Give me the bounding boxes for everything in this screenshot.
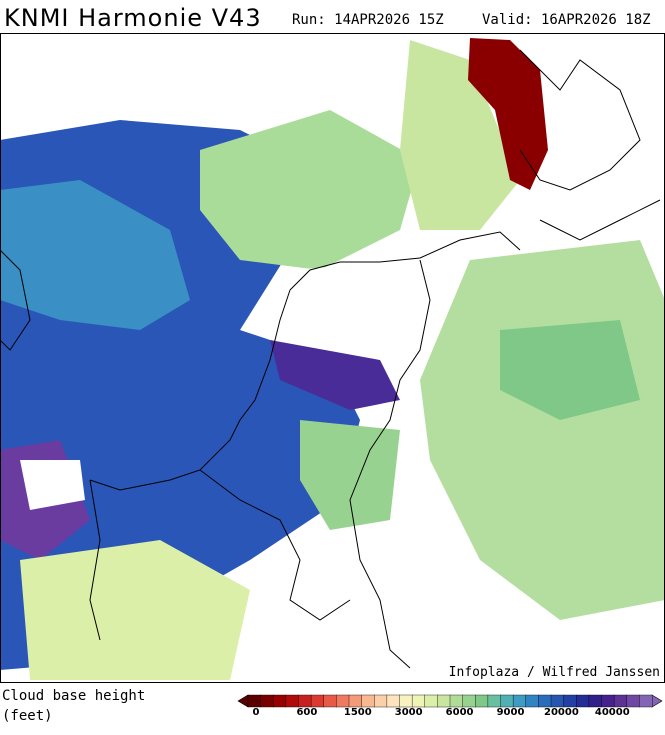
- colorbar-swatch: [437, 694, 451, 708]
- colorbar: 0 600 1500 3000 6000 9000 20000 40000: [237, 694, 663, 718]
- colorbar-label: 600: [296, 707, 317, 718]
- clear-area: [0, 70, 130, 130]
- colorbar-swatch: [336, 694, 350, 708]
- clear-area: [20, 460, 85, 510]
- cloud-field-low: [400, 40, 520, 230]
- cloud-field-top: [270, 340, 400, 410]
- legend-title: Cloud base height: [2, 688, 145, 704]
- cloud-field-mid: [0, 180, 190, 330]
- map-area: Infoplaza / Wilfred Janssen: [0, 33, 665, 683]
- colorbar-label: 40000: [595, 707, 630, 718]
- colorbar-label: 3000: [395, 707, 423, 718]
- cloud-field-low: [200, 110, 420, 270]
- colorbar-swatch: [361, 694, 375, 708]
- colorbar-swatch: [449, 694, 464, 708]
- colorbar-swatch: [298, 694, 312, 708]
- colorbar-swatch: [576, 694, 590, 708]
- colorbar-swatch: [374, 694, 388, 708]
- colorbar-swatch: [538, 694, 552, 708]
- colorbar-swatch: [525, 694, 539, 708]
- colorbar-label: 1500: [344, 707, 372, 718]
- colorbar-swatch: [550, 694, 565, 708]
- run-time: Run: 14APR2026 15Z: [292, 12, 444, 28]
- cloud-field-fog: [468, 38, 548, 190]
- clear-area: [290, 260, 440, 360]
- colorbar-label: 9000: [497, 707, 525, 718]
- colorbar-label: 0: [253, 707, 260, 718]
- colorbar-swatch: [601, 694, 615, 708]
- coastlines: [0, 49, 661, 669]
- colorbar-swatch: [462, 694, 476, 708]
- colorbar-swatch: [285, 694, 300, 708]
- colorbar-swatch: [260, 694, 274, 708]
- cloud-field-low: [20, 540, 250, 680]
- colorbar-swatch: [563, 694, 577, 708]
- colorbar-swatch: [613, 694, 628, 708]
- legend-title: (feet): [2, 708, 53, 724]
- colorbar-swatch: [500, 694, 514, 708]
- colorbar-arrow: [651, 694, 663, 708]
- colorbar-swatch: [323, 694, 337, 708]
- title: KNMI Harmonie V43: [4, 4, 262, 32]
- colorbar-swatch: [247, 694, 262, 708]
- colorbar-swatch: [348, 694, 363, 708]
- colorbar-swatch: [588, 694, 603, 708]
- colorbar-label: 6000: [446, 707, 474, 718]
- colorbar-swatch: [639, 694, 653, 708]
- colorbar-swatch: [411, 694, 426, 708]
- colorbar-arrow: [237, 694, 249, 708]
- credit: Infoplaza / Wilfred Janssen: [449, 665, 660, 680]
- colorbar-swatch: [512, 694, 527, 708]
- colorbar-swatch: [273, 694, 287, 708]
- clear-area: [280, 560, 400, 650]
- colorbar-swatch: [626, 694, 640, 708]
- colorbar-label: 20000: [544, 707, 579, 718]
- cloud-field-low: [500, 320, 640, 420]
- colorbar-swatch: [310, 694, 325, 708]
- valid-time: Valid: 16APR2026 18Z: [482, 12, 651, 28]
- colorbar-swatch: [475, 694, 489, 708]
- colorbar-swatch: [399, 694, 413, 708]
- colorbar-swatch: [487, 694, 502, 708]
- colorbar-swatch: [424, 694, 438, 708]
- colorbar-swatch: [386, 694, 401, 708]
- cloud-field-low: [300, 420, 400, 530]
